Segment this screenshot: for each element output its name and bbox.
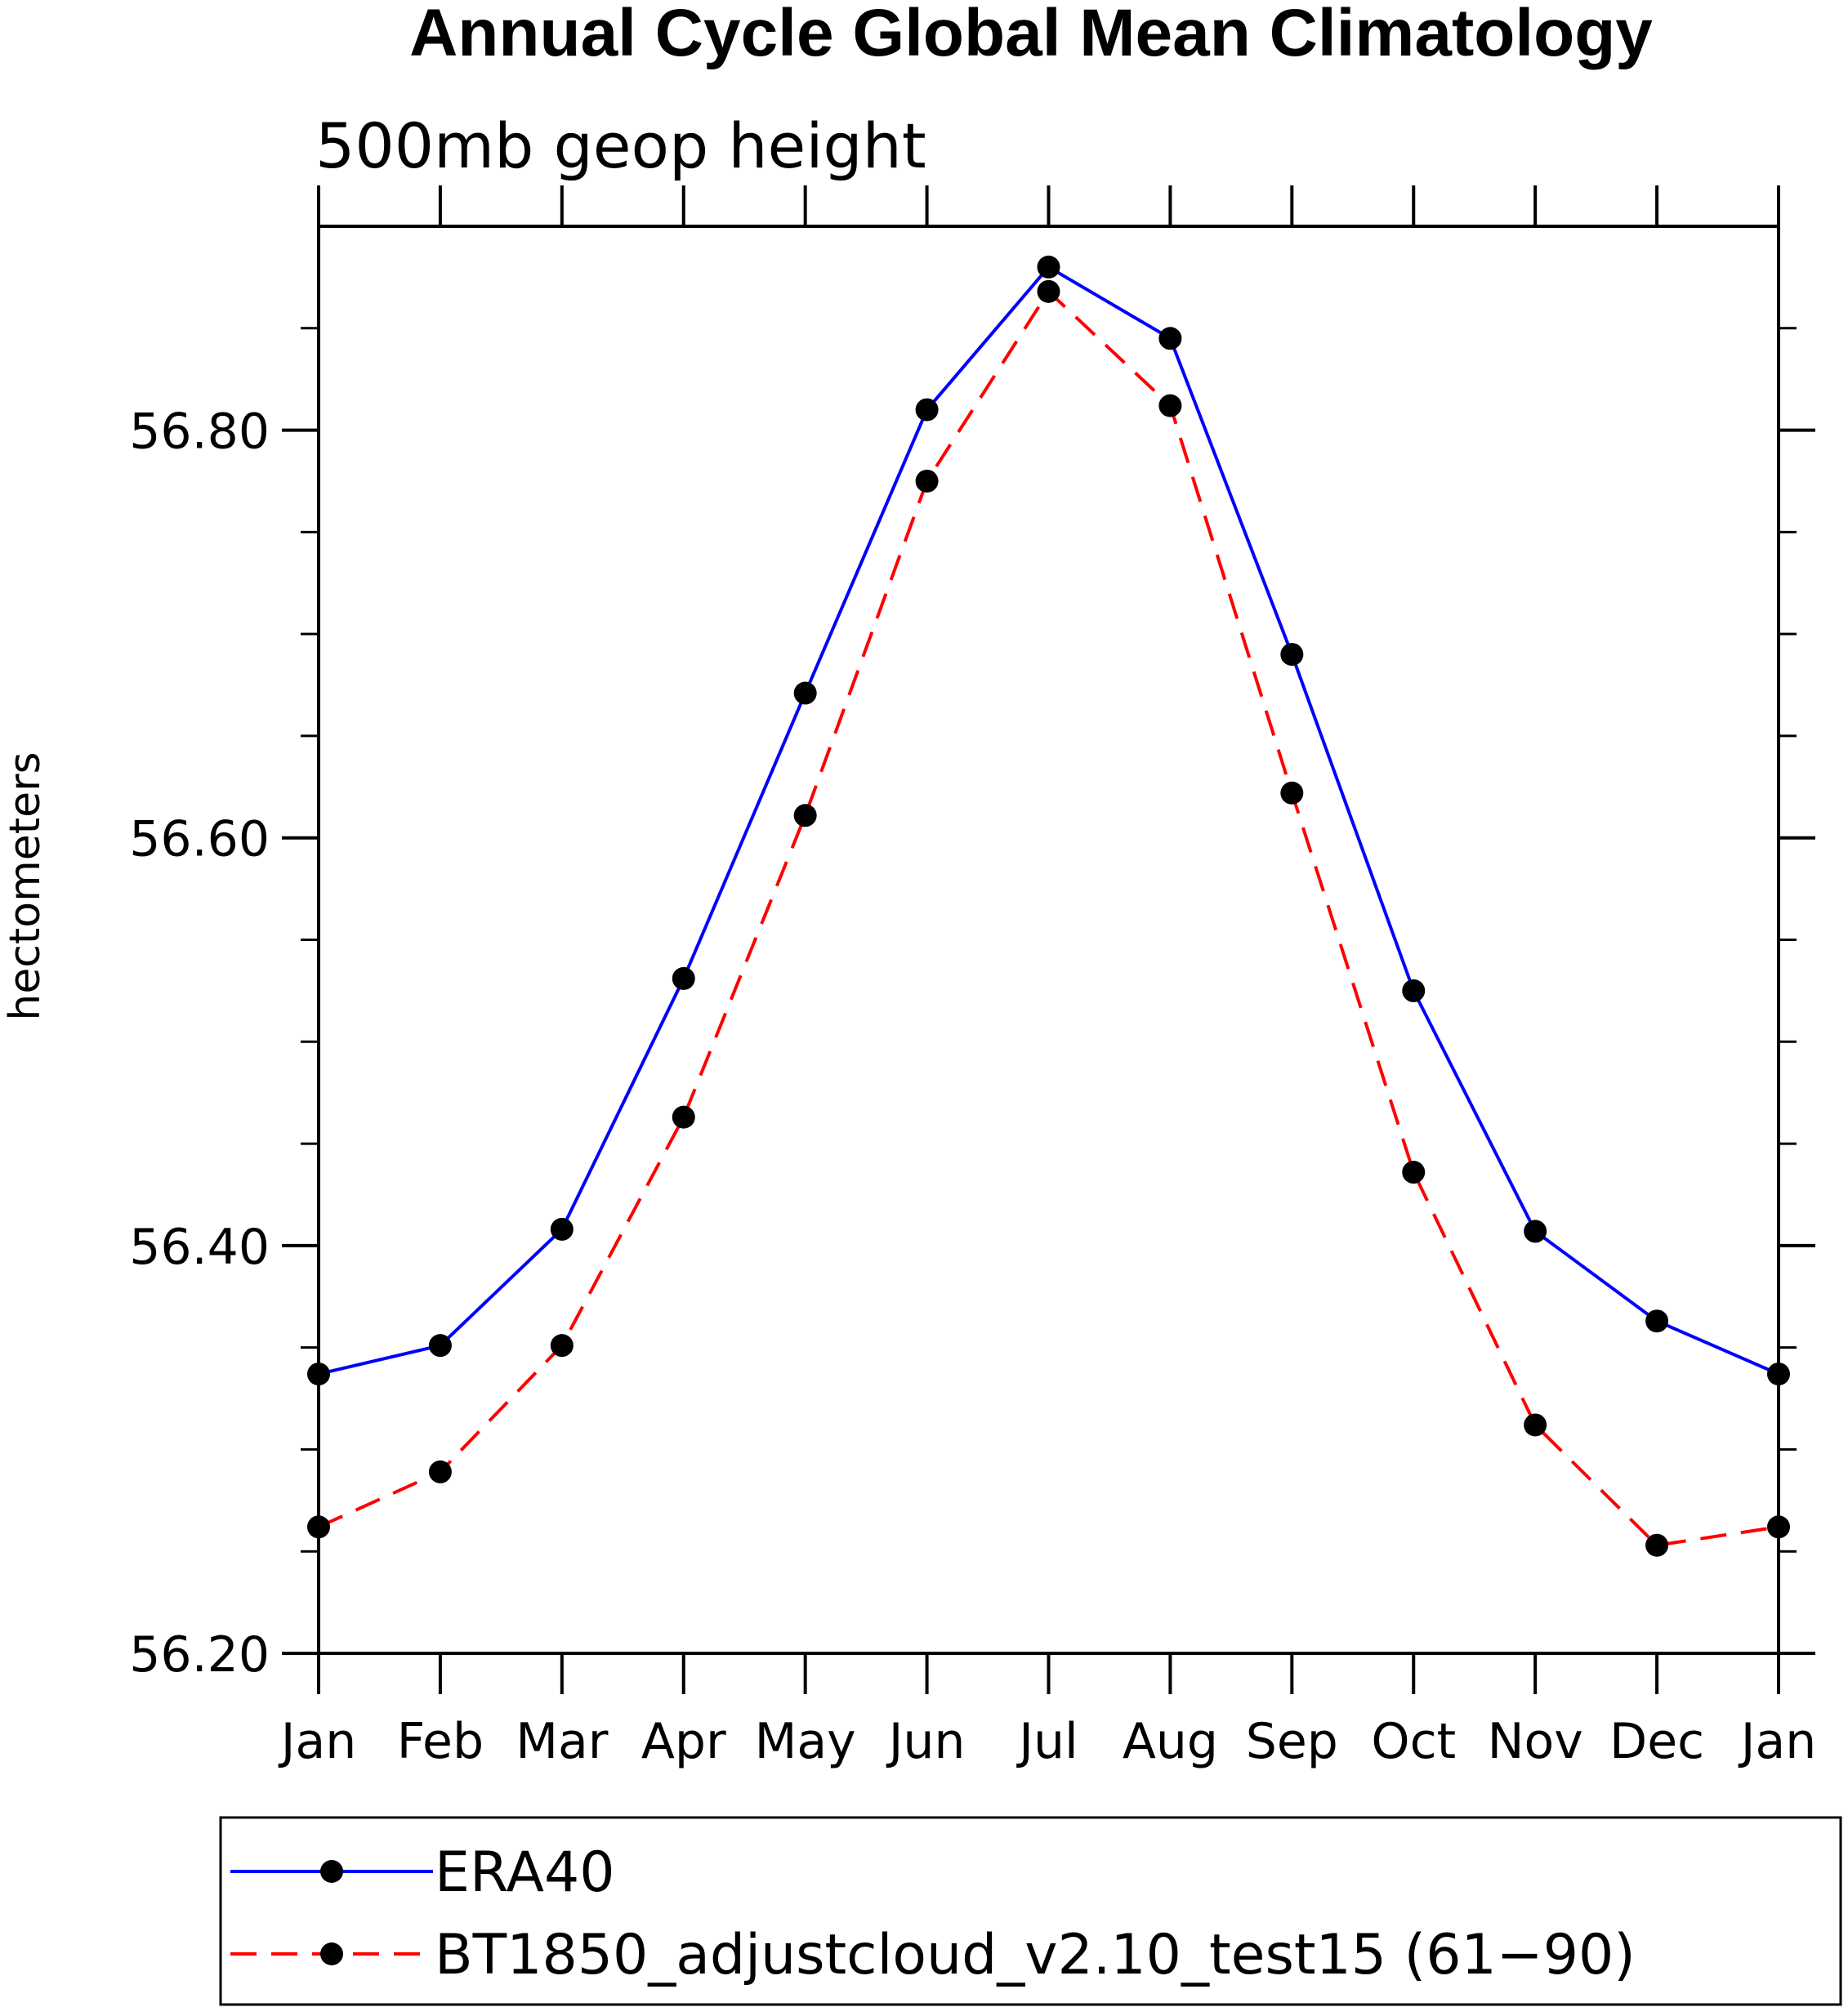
y-tick-label: 56.60 bbox=[129, 811, 270, 868]
legend-box bbox=[219, 1816, 1842, 2006]
chart-title: Annual Cycle Global Mean Climatology bbox=[409, 0, 1653, 70]
series-2-point bbox=[793, 804, 817, 827]
x-tick-label: Jul bbox=[1016, 1713, 1078, 1770]
plot-frame bbox=[317, 225, 1780, 1655]
series-1-point bbox=[1402, 979, 1426, 1002]
series-1-point bbox=[307, 1363, 330, 1386]
x-tick-label: Feb bbox=[397, 1713, 484, 1770]
x-tick-label: Mar bbox=[516, 1713, 609, 1770]
x-tick-label: Aug bbox=[1123, 1713, 1218, 1770]
series-2-point bbox=[1524, 1413, 1547, 1437]
legend-label: ERA40 bbox=[435, 1840, 615, 1905]
x-tick-label: Nov bbox=[1488, 1713, 1583, 1770]
series-1-point bbox=[793, 681, 817, 705]
y-tick-label: 56.20 bbox=[129, 1626, 270, 1684]
series-2-point bbox=[307, 1515, 330, 1539]
x-tick-label: Jan bbox=[1738, 1713, 1817, 1770]
series-1-point bbox=[1524, 1220, 1547, 1243]
legend-label: BT1850_adjustcloud_v2.10_test15 (61−90) bbox=[435, 1923, 1636, 1987]
series-2-point bbox=[1037, 279, 1060, 303]
x-tick-label: Sep bbox=[1246, 1713, 1338, 1770]
legend-swatch-marker bbox=[320, 1942, 343, 1965]
series-1-point bbox=[428, 1334, 452, 1358]
series-2-point bbox=[428, 1460, 452, 1483]
series-2-point bbox=[1158, 394, 1182, 417]
series-2-point bbox=[550, 1334, 574, 1358]
series-2-point bbox=[1402, 1161, 1426, 1184]
x-tick-label: Dec bbox=[1609, 1713, 1704, 1770]
x-tick-label: Jan bbox=[278, 1713, 357, 1770]
series-1-point bbox=[1767, 1363, 1790, 1386]
series-line-1 bbox=[318, 265, 1779, 1376]
series-line-2 bbox=[318, 288, 1779, 1547]
y-tick-label: 56.80 bbox=[129, 404, 270, 461]
series-2-point bbox=[1645, 1533, 1669, 1557]
series-1-point bbox=[1645, 1309, 1669, 1333]
x-tick-label: Oct bbox=[1371, 1713, 1456, 1770]
series-2-point bbox=[672, 1105, 695, 1129]
y-axis-label: hectometers bbox=[1, 752, 50, 1020]
series-1-point bbox=[915, 398, 939, 421]
x-tick-label: May bbox=[755, 1713, 856, 1770]
series-1-point bbox=[1037, 255, 1060, 279]
series-1-point bbox=[1158, 327, 1182, 350]
axes: Jan Feb Mar Apr May Jun Jul Aug Sep Oct Nov Dec Jan5… bbox=[129, 185, 1816, 1770]
series-2-point bbox=[915, 469, 939, 493]
series-1-point bbox=[1280, 643, 1304, 667]
series-2-point bbox=[1767, 1515, 1790, 1539]
series-1-point bbox=[672, 966, 695, 990]
y-tick-label: 56.40 bbox=[129, 1219, 270, 1276]
series-2-point bbox=[1280, 781, 1304, 805]
chart-subtitle: 500mb geop height bbox=[315, 109, 926, 182]
x-tick-label: Apr bbox=[641, 1713, 726, 1770]
series-group bbox=[307, 255, 1790, 1557]
x-tick-label: Jun bbox=[886, 1713, 966, 1770]
legend: ERA40 BT1850_adjustcloud_v2.10_test15 (61… bbox=[219, 1816, 1842, 2006]
legend-swatch-marker bbox=[320, 1860, 343, 1883]
series-1-point bbox=[550, 1217, 574, 1241]
